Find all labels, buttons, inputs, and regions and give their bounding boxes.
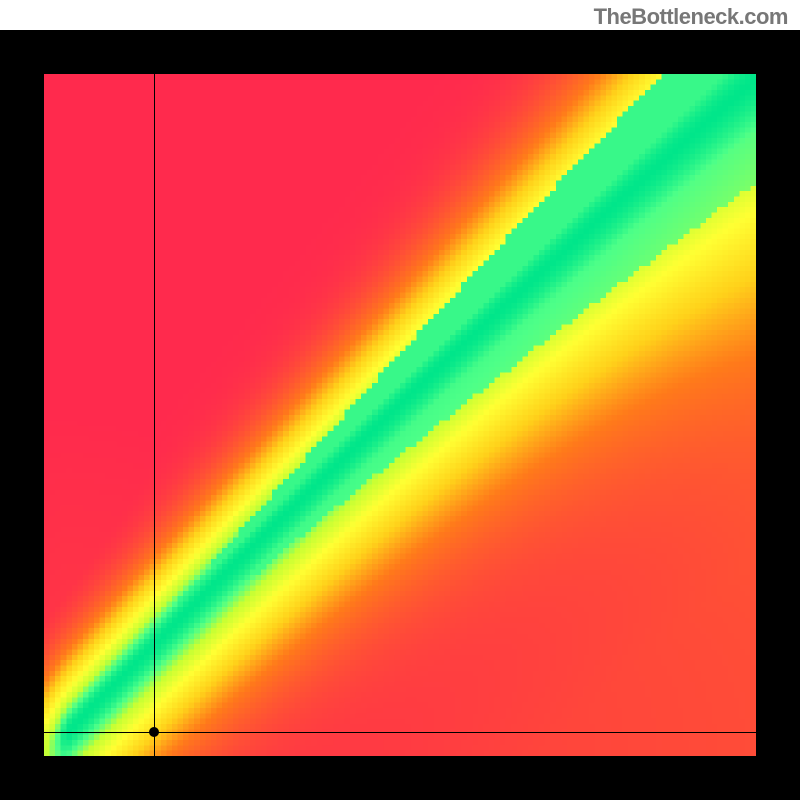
crosshair-vertical: [154, 74, 155, 756]
heatmap-canvas: [44, 74, 756, 756]
watermark-text: TheBottleneck.com: [594, 4, 788, 30]
bottleneck-chart-container: TheBottleneck.com: [0, 0, 800, 800]
